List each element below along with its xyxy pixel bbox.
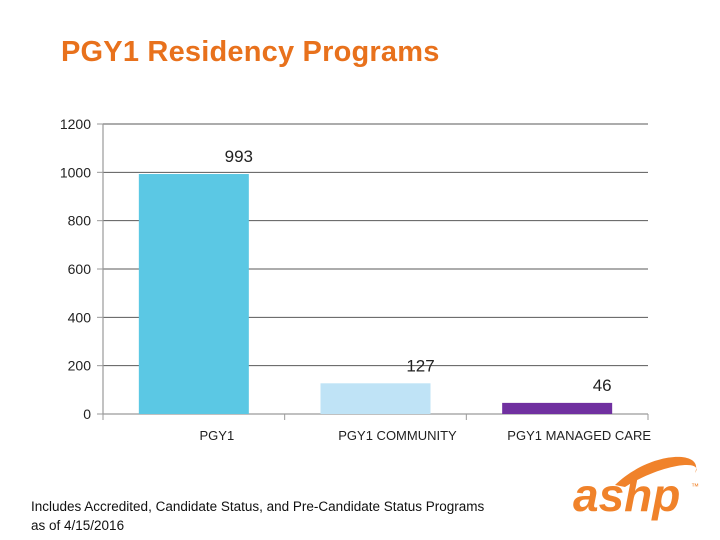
footnote-line-1: Includes Accredited, Candidate Status, a… bbox=[31, 499, 485, 514]
ashp-logo: ashp ™ bbox=[555, 455, 720, 540]
chart-title: PGY1 Residency Programs bbox=[61, 36, 440, 68]
y-axis-ticks: 0 200 400 600 800 1000 1200 bbox=[60, 116, 103, 422]
category-label-1: PGY1 bbox=[199, 428, 234, 443]
footnote: Includes Accredited, Candidate Status, a… bbox=[31, 497, 484, 535]
logo-graphic: ashp ™ bbox=[573, 456, 699, 521]
logo-text: ashp bbox=[573, 469, 680, 521]
y-tick-label-400: 400 bbox=[68, 309, 92, 325]
data-label-2: 127 bbox=[406, 356, 434, 375]
y-tick-label-800: 800 bbox=[68, 213, 92, 229]
category-label-2: PGY1 COMMUNITY bbox=[338, 428, 457, 443]
bar-2 bbox=[320, 383, 431, 414]
y-tick-label-1000: 1000 bbox=[60, 164, 91, 180]
bar-1 bbox=[138, 174, 249, 414]
category-labels: PGY1 PGY1 COMMUNITY PGY1 MANAGED CARE bbox=[199, 428, 651, 443]
logo-trademark: ™ bbox=[691, 482, 699, 491]
data-label-3: 46 bbox=[593, 376, 612, 395]
footnote-line-2: as of 4/15/2016 bbox=[31, 518, 125, 533]
bar-3 bbox=[502, 402, 613, 414]
bars bbox=[138, 174, 613, 414]
y-tick-label-600: 600 bbox=[68, 261, 92, 277]
y-tick-label-200: 200 bbox=[68, 358, 92, 374]
bar-chart: 0 200 400 600 800 1000 1200 993 127 46 PGY1 PGY1 … bbox=[60, 116, 652, 443]
y-tick-label-1200: 1200 bbox=[60, 116, 91, 132]
data-labels: 993 127 46 bbox=[225, 147, 612, 395]
y-tick-label-0: 0 bbox=[83, 406, 91, 422]
category-label-3: PGY1 MANAGED CARE bbox=[507, 428, 651, 443]
data-label-1: 993 bbox=[225, 147, 253, 166]
